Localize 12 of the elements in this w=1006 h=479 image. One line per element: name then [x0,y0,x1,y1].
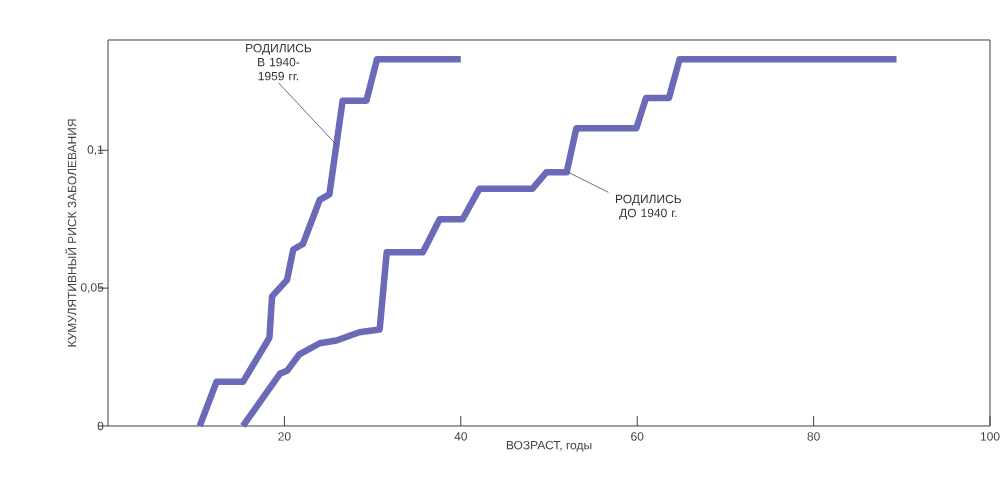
x-tick-label: 100 [980,432,1000,441]
annotation: РОДИЛИСЬ В 1940-1959 гг. [246,43,312,81]
x-axis-title: ВОЗРАСТ, годы [506,440,592,452]
x-tick-label: 40 [454,432,468,441]
x-tick-label: 60 [631,432,644,441]
y-tick-label: 0 [97,421,104,431]
y-axis-title: КУМУЛЯТИВНЫЙ РИСК ЗАБОЛЕВАНИЯ [65,119,77,347]
y-tick-label: 0,1 [87,145,104,156]
annotation: РОДИЛИСЬ ДО 1940 г. [616,194,681,220]
x-tick-label: 20 [278,432,291,441]
x-tick-label: 80 [807,432,820,441]
y-tick-label: 0,05 [80,283,104,294]
